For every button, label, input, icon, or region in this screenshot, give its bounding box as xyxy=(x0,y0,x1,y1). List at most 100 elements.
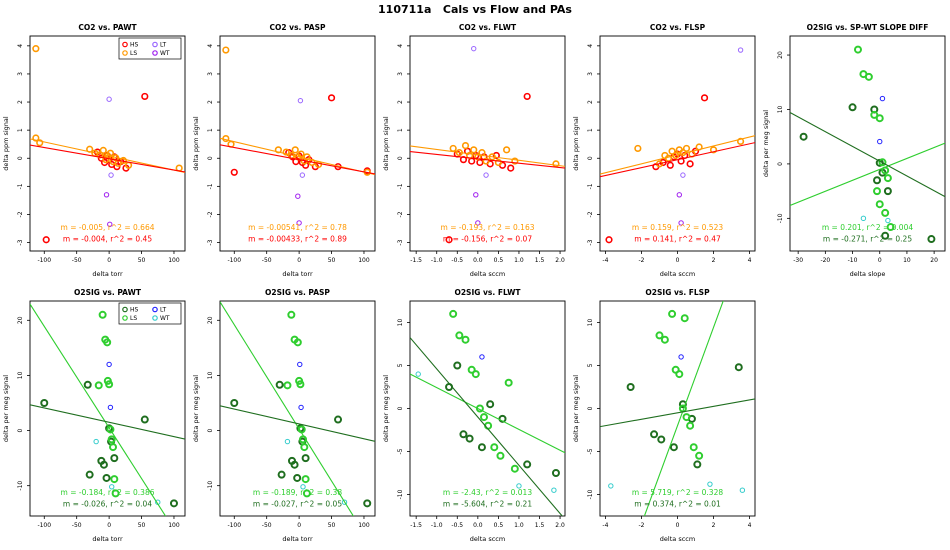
x-tick-label: -10 xyxy=(848,257,858,264)
data-point-LS xyxy=(98,310,107,319)
data-point-LS xyxy=(668,309,677,318)
y-tick-label: -1 xyxy=(587,183,594,189)
x-tick-label: 4 xyxy=(748,522,752,529)
x-tick-label: 100 xyxy=(358,522,370,529)
data-point-LS xyxy=(32,45,40,53)
y-tick-label: 3 xyxy=(587,72,594,76)
x-tick-label: -100 xyxy=(227,257,241,264)
data-point-HS xyxy=(650,430,659,439)
y-tick-label: 0 xyxy=(587,156,594,160)
data-point-LS xyxy=(303,153,311,161)
legend-marker-HS xyxy=(122,306,128,313)
x-tick-label: -100 xyxy=(37,522,51,529)
x-tick-label: -30 xyxy=(793,257,803,264)
data-point-LS xyxy=(175,164,183,172)
chart-panel-1: CO2 vs. PAWT -100 -50 0 50 100 -3 -2 -1 0 1 2 3 4 delt… xyxy=(0,20,190,285)
fit-annotation: m = -2.43, r^2 = 0.013 xyxy=(443,488,532,497)
x-tick-label: -100 xyxy=(227,522,241,529)
x-axis-label: delta torr xyxy=(282,270,313,278)
data-point-LS xyxy=(471,370,480,379)
data-point-LS xyxy=(682,144,691,153)
fit-line xyxy=(643,301,724,516)
y-tick-label: -10 xyxy=(777,213,784,223)
x-tick-label: 0.0 xyxy=(473,522,483,529)
data-point-LS xyxy=(682,413,691,422)
plot-frame xyxy=(29,300,186,517)
y-tick-label: 10 xyxy=(397,319,404,327)
data-point-HS xyxy=(302,161,310,169)
legend-marker-WT xyxy=(152,315,158,321)
fit-line xyxy=(410,373,565,454)
data-point-LS xyxy=(853,45,862,54)
y-tick-label: -1 xyxy=(397,183,404,189)
x-tick-label: 1.0 xyxy=(514,257,524,264)
y-tick-label: -10 xyxy=(207,481,214,491)
x-axis-label: delta sccm xyxy=(470,535,505,543)
data-point-LS xyxy=(302,489,311,498)
y-axis-label: delta ppm signal xyxy=(382,116,390,171)
x-axis-label: delta sccm xyxy=(470,270,505,278)
fit-annotation: m = -0.189, r^2 = 0.38 xyxy=(253,488,342,497)
panel-svg: O2SIG vs. PASP-100 -50 0 50 100-1001020delta… xyxy=(192,288,376,543)
y-tick-label: 20 xyxy=(777,51,784,59)
x-tick-label: 50 xyxy=(328,522,336,529)
data-point-HS xyxy=(523,92,531,101)
panel-svg: CO2 vs. PASP -100 -50 0 50 100 -3 -2 -1 0 1 2 3 4 delt… xyxy=(192,23,376,278)
fit-line xyxy=(600,135,755,175)
data-point-HS xyxy=(445,236,453,244)
y-tick-label: 4 xyxy=(17,44,24,48)
data-point-LS xyxy=(109,443,118,452)
x-tick-label: 1.5 xyxy=(535,522,545,529)
x-tick-label: 0 xyxy=(107,522,111,529)
fit-line xyxy=(410,145,565,167)
data-point-HS xyxy=(85,470,94,479)
data-point-LT xyxy=(678,354,684,360)
x-axis-label: delta sccm xyxy=(660,270,695,278)
data-point-LT xyxy=(877,138,883,145)
x-tick-label: -20 xyxy=(820,257,830,264)
legend-label: WT xyxy=(160,315,170,322)
panel-title: CO2 vs. FLWT xyxy=(459,23,517,32)
panel-title: CO2 vs. PAWT xyxy=(78,23,137,32)
data-point-LS xyxy=(504,378,513,387)
x-tick-label: -4 xyxy=(602,522,608,529)
data-point-WT xyxy=(93,438,99,445)
y-tick-label: -1 xyxy=(207,183,214,189)
x-tick-label: 0.5 xyxy=(494,522,504,529)
y-tick-label: -10 xyxy=(397,489,404,499)
data-point-WT xyxy=(103,192,110,198)
data-point-HS xyxy=(669,443,678,452)
panel-svg: CO2 vs. FLSP -4 -2 0 2 4 -3 -2 -1 0 1 2 3 4 delta sccm… xyxy=(572,23,756,278)
x-tick-label: -50 xyxy=(262,257,272,264)
y-tick-label: 1 xyxy=(397,128,404,132)
y-tick-label: 3 xyxy=(17,72,24,76)
data-point-LS xyxy=(474,153,482,161)
legend-label: LT xyxy=(160,42,167,49)
x-tick-label: 0 xyxy=(297,522,301,529)
data-point-LS xyxy=(660,335,669,344)
data-point-LS xyxy=(461,335,470,344)
data-point-LS xyxy=(881,208,890,217)
x-axis-label: delta slope xyxy=(850,270,886,278)
fit-annotation: m = -0.184, r^2 = 0.386 xyxy=(61,488,155,497)
x-tick-label: 0 xyxy=(297,257,301,264)
y-axis-label: delta per meg signal xyxy=(2,375,10,442)
fit-annotation: m = -0.271, r^2 = 0.25 xyxy=(823,235,912,244)
y-tick-label: -3 xyxy=(587,239,594,245)
fit-annotation: m = -0.00541, r^2 = 0.78 xyxy=(248,223,347,232)
data-point-HS xyxy=(230,168,238,176)
data-point-LS xyxy=(449,309,458,318)
chart-panel-4: CO2 vs. FLSP -4 -2 0 2 4 -3 -2 -1 0 1 2 3 4 delta sccm… xyxy=(570,20,760,285)
y-tick-label: 3 xyxy=(397,72,404,76)
data-point-HS xyxy=(498,414,507,423)
data-point-WT xyxy=(473,192,479,198)
data-point-LS xyxy=(496,451,505,460)
data-point-WT xyxy=(739,487,746,493)
y-axis-label: delta per meg signal xyxy=(762,110,770,177)
data-point-WT xyxy=(678,220,684,226)
y-tick-label: 0 xyxy=(587,406,594,410)
fit-line xyxy=(30,404,185,440)
data-point-WT xyxy=(341,499,348,505)
x-tick-label: -50 xyxy=(72,257,82,264)
fit-annotation: m = -5.604, r^2 = 0.21 xyxy=(443,500,532,509)
